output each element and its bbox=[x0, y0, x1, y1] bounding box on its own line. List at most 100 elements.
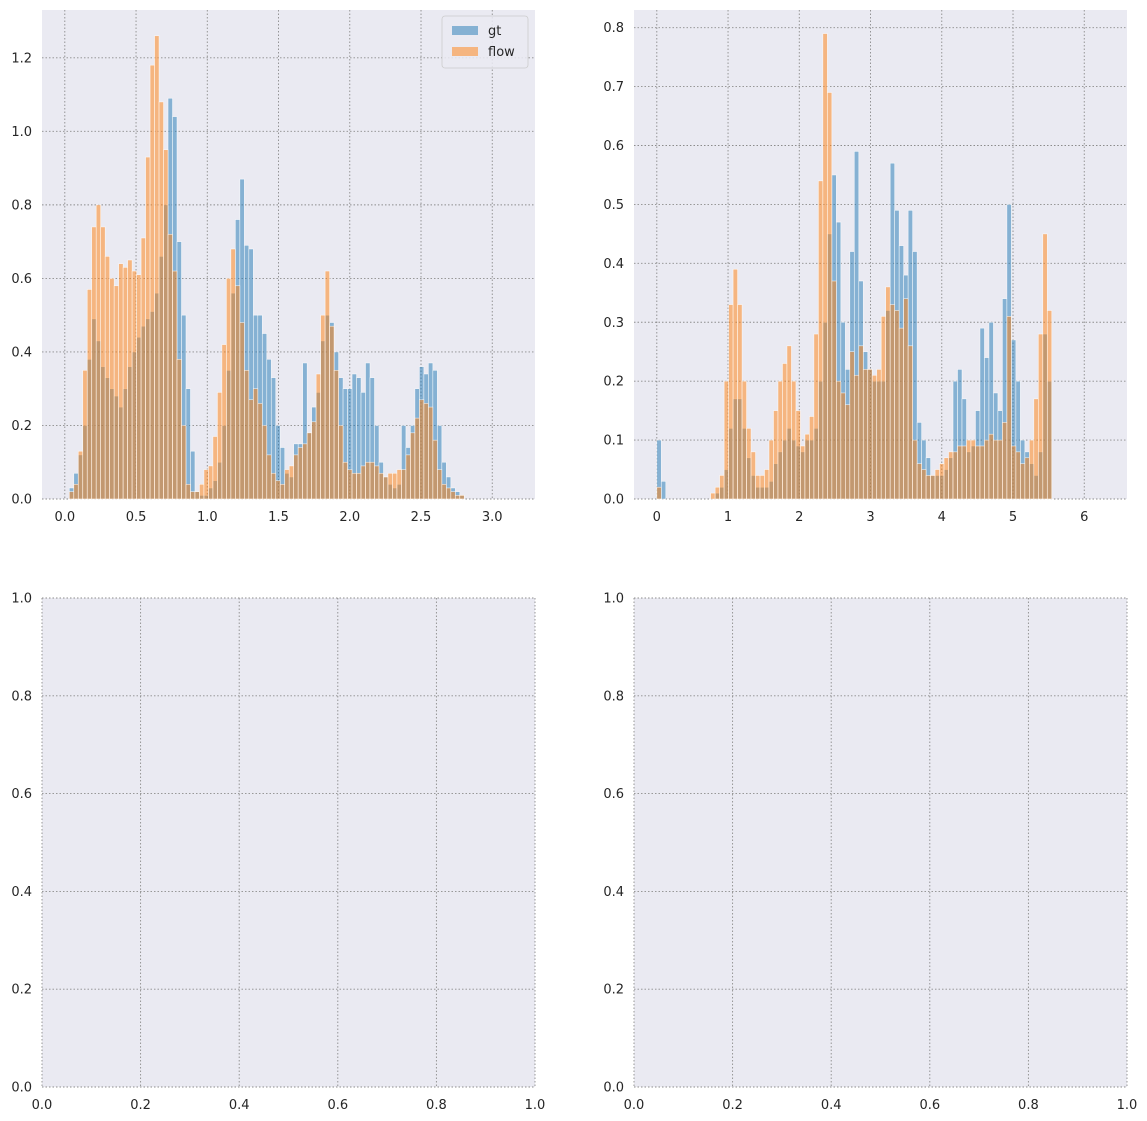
bar-flow bbox=[360, 465, 366, 500]
bar-flow bbox=[351, 472, 357, 500]
subplot-bottom-left: 0.0 0.2 0.4 0.6 0.8 1.0 0.0 0.2 0.4 0.6 0.8 1.0 bbox=[11, 592, 545, 1114]
bar-flow bbox=[840, 392, 846, 500]
bar-flow bbox=[68, 491, 75, 500]
bar-flow bbox=[203, 469, 209, 500]
subplot-top-right: 0 1 2 3 4 5 6 0.0 0.1 0.2 0.3 0.4 0.5 0.6 0.7 0.8 bbox=[603, 10, 1127, 525]
bar-flow bbox=[836, 380, 842, 500]
bar-flow bbox=[728, 304, 734, 500]
bar-flow bbox=[800, 445, 806, 500]
bar-flow bbox=[943, 457, 949, 500]
bar-flow bbox=[176, 358, 182, 500]
bar-flow bbox=[746, 428, 752, 500]
bar-flow bbox=[1015, 451, 1021, 500]
x-tick-label: 3 bbox=[866, 510, 874, 525]
y-tick-label: 0.8 bbox=[603, 689, 624, 704]
bar-flow bbox=[925, 475, 931, 500]
bar-flow bbox=[966, 439, 972, 500]
bar-flow bbox=[885, 286, 891, 500]
bar-flow bbox=[791, 380, 797, 500]
bar-flow bbox=[804, 433, 810, 500]
x-tick-label: 1.0 bbox=[525, 1098, 546, 1113]
bar-flow bbox=[342, 461, 348, 500]
bar-flow bbox=[226, 278, 232, 500]
bar-flow bbox=[889, 304, 895, 500]
bar-gt bbox=[185, 388, 191, 500]
bar-flow bbox=[149, 64, 155, 500]
bar-flow bbox=[446, 487, 452, 500]
bar-flow bbox=[338, 425, 344, 500]
series-flow bbox=[656, 33, 1053, 500]
bar-flow bbox=[306, 432, 312, 500]
bar-flow bbox=[261, 425, 268, 500]
bar-flow bbox=[221, 344, 227, 500]
bar-flow bbox=[104, 256, 110, 500]
bar-flow bbox=[122, 267, 128, 500]
series-flow bbox=[68, 35, 465, 500]
bar-flow bbox=[813, 333, 819, 500]
y-tick-label: 0.6 bbox=[11, 272, 32, 287]
bar-flow bbox=[741, 380, 747, 500]
bar-flow bbox=[257, 403, 263, 500]
bar-flow bbox=[167, 233, 173, 500]
bar-flow bbox=[732, 268, 738, 500]
y-tick-label: 0.1 bbox=[603, 434, 624, 449]
bar-flow bbox=[86, 289, 93, 500]
x-tick-label: 0.8 bbox=[1018, 1098, 1039, 1113]
bar-flow bbox=[190, 491, 196, 500]
bar-flow bbox=[988, 433, 994, 500]
bar-flow bbox=[907, 345, 913, 500]
bar-flow bbox=[454, 495, 461, 500]
bar-flow bbox=[91, 226, 97, 500]
x-tick-label: 0.4 bbox=[821, 1098, 842, 1113]
bar-flow bbox=[136, 274, 142, 500]
x-tick-label: 5 bbox=[1009, 510, 1017, 525]
bar-flow bbox=[410, 432, 416, 500]
bar-flow bbox=[235, 285, 241, 500]
bar-flow bbox=[333, 370, 339, 500]
x-tick-label: 0.0 bbox=[624, 1098, 645, 1113]
y-tick-label: 0.8 bbox=[11, 198, 32, 213]
bar-flow bbox=[401, 469, 407, 500]
bar-flow bbox=[311, 421, 317, 500]
bar-flow bbox=[961, 445, 967, 500]
y-tick-label: 0.0 bbox=[603, 493, 624, 508]
bar-flow bbox=[73, 483, 79, 500]
bar-flow bbox=[194, 491, 200, 500]
bar-flow bbox=[239, 322, 245, 500]
bar-flow bbox=[912, 439, 918, 500]
x-tick-label: 0.4 bbox=[229, 1098, 250, 1113]
x-tick-label: 1.0 bbox=[197, 510, 218, 525]
bar-flow bbox=[970, 439, 976, 500]
bar-flow bbox=[773, 410, 779, 500]
bar-flow bbox=[113, 285, 119, 500]
bar-flow bbox=[777, 380, 783, 500]
legend: gt flow bbox=[441, 15, 529, 69]
bar-flow bbox=[459, 495, 465, 500]
bar-flow bbox=[822, 33, 828, 500]
bar-flow bbox=[95, 204, 102, 500]
bar-flow bbox=[750, 451, 756, 500]
bar-flow bbox=[279, 483, 286, 500]
bar-flow bbox=[737, 304, 743, 500]
x-tick-label: 0.6 bbox=[919, 1098, 940, 1113]
bar-flow bbox=[957, 445, 963, 500]
bar-flow bbox=[324, 270, 330, 500]
bar-flow bbox=[154, 35, 160, 500]
bar-flow bbox=[1029, 439, 1035, 500]
bar-flow bbox=[894, 310, 900, 500]
x-tick-label: 0.0 bbox=[54, 510, 75, 525]
subplot-top-left: 0.0 0.5 1.0 1.5 2.0 2.5 3.0 0.0 0.2 0.4 0.6 0.8 1.0 1… bbox=[11, 10, 535, 525]
bar-flow bbox=[82, 370, 88, 500]
legend-label-gt: gt bbox=[488, 24, 501, 39]
bar-flow bbox=[405, 454, 411, 500]
bar-flow bbox=[181, 425, 187, 500]
bar-flow bbox=[293, 454, 299, 500]
bar-flow bbox=[916, 463, 922, 500]
bar-flow bbox=[930, 475, 936, 500]
x-tick-label: 0.6 bbox=[327, 1098, 348, 1113]
bar-flow bbox=[437, 469, 443, 500]
bar-flow bbox=[903, 298, 909, 500]
bar-flow bbox=[853, 374, 860, 500]
x-tick-label: 0.2 bbox=[130, 1098, 151, 1113]
